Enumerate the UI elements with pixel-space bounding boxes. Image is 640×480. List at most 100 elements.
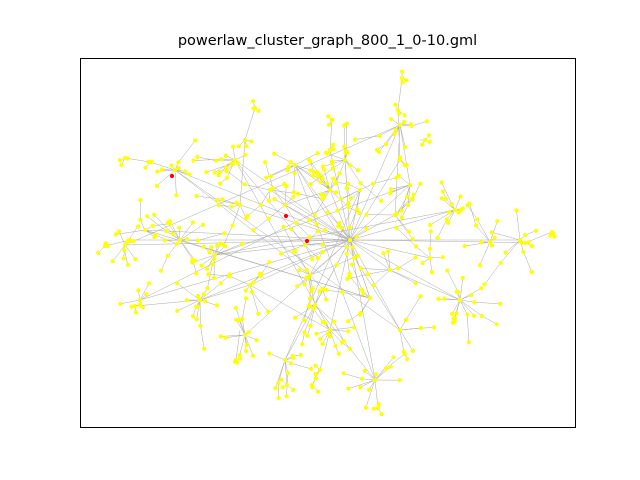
graph-node xyxy=(479,240,484,245)
graph-node xyxy=(320,164,326,169)
edge xyxy=(304,244,319,259)
graph-node xyxy=(304,238,310,244)
graph-node xyxy=(197,297,203,303)
graph-node xyxy=(495,219,500,224)
edge xyxy=(225,334,246,339)
graph-node xyxy=(105,244,110,249)
edge xyxy=(329,119,333,151)
graph-node xyxy=(143,165,148,170)
graph-node xyxy=(357,187,363,193)
edge xyxy=(294,164,314,177)
edge xyxy=(179,239,193,260)
graph-node xyxy=(282,357,288,363)
graph-node xyxy=(492,235,497,240)
graph-node xyxy=(314,222,319,227)
graph-node xyxy=(235,161,240,166)
graph-node xyxy=(320,249,325,255)
edge xyxy=(272,187,286,206)
graph-node xyxy=(420,260,425,266)
graph-node xyxy=(246,330,251,335)
graph-node xyxy=(284,394,289,399)
graph-node xyxy=(207,250,212,255)
graph-node xyxy=(273,386,278,391)
edge xyxy=(323,169,331,191)
edge xyxy=(451,299,461,315)
edge xyxy=(373,269,391,286)
graph-node xyxy=(342,157,348,163)
graph-node xyxy=(232,157,238,163)
graph-node xyxy=(212,170,217,175)
edge xyxy=(199,284,251,301)
edge xyxy=(342,292,371,299)
graph-node xyxy=(177,225,182,230)
graph-node xyxy=(170,231,175,236)
graph-node xyxy=(347,237,353,243)
graph-node xyxy=(389,187,394,192)
graph-node xyxy=(391,355,396,360)
graph-node xyxy=(460,275,465,281)
edge xyxy=(284,359,288,374)
graph-node xyxy=(243,296,249,301)
edge xyxy=(232,146,236,161)
graph-node xyxy=(224,175,230,180)
graph-node xyxy=(358,311,363,316)
edge xyxy=(251,291,269,312)
graph-node xyxy=(318,180,323,185)
graph-node xyxy=(355,253,360,258)
graph-node xyxy=(125,156,130,161)
graph-node xyxy=(436,296,441,302)
graph-node xyxy=(451,316,456,321)
graph-node xyxy=(227,272,232,277)
graph-node xyxy=(219,157,224,162)
graph-node xyxy=(291,387,296,393)
graph-node xyxy=(136,224,141,229)
edge xyxy=(112,244,126,262)
graph-node xyxy=(479,286,484,291)
edge xyxy=(412,183,421,200)
graph-node xyxy=(162,238,168,243)
graph-node xyxy=(136,288,141,293)
graph-node xyxy=(240,316,245,321)
edge xyxy=(326,289,343,293)
graph-node xyxy=(327,327,333,333)
edge xyxy=(249,284,331,331)
plot-frame xyxy=(80,58,576,428)
graph-node xyxy=(331,147,336,152)
graph-node xyxy=(371,406,376,411)
edge xyxy=(329,329,336,346)
edge xyxy=(156,169,176,187)
edge xyxy=(477,219,491,243)
graph-node xyxy=(251,280,256,285)
edge xyxy=(365,379,376,408)
graph-node xyxy=(402,119,407,125)
graph-node xyxy=(209,245,214,250)
edge xyxy=(467,314,470,343)
edge xyxy=(505,239,521,253)
graph-node xyxy=(137,302,142,307)
edge xyxy=(214,243,221,256)
edge xyxy=(329,329,349,332)
graph-node xyxy=(371,181,376,186)
graph-node xyxy=(406,229,412,234)
graph-node xyxy=(354,234,359,239)
graph-node xyxy=(452,207,458,213)
graph-node xyxy=(357,210,362,215)
edge xyxy=(459,299,475,303)
graph-node xyxy=(427,246,432,251)
graph-node xyxy=(320,196,325,201)
graph-node xyxy=(345,276,350,282)
edge xyxy=(349,209,358,228)
graph-node xyxy=(337,171,342,176)
graph-node xyxy=(190,220,195,225)
graph-node xyxy=(237,202,243,208)
graph-node xyxy=(146,159,151,164)
graph-node xyxy=(294,220,299,225)
graph-node xyxy=(320,286,325,292)
edge xyxy=(223,225,233,245)
graph-node xyxy=(363,405,368,410)
edge xyxy=(374,368,387,381)
graph-node xyxy=(218,334,223,339)
graph-node xyxy=(250,353,256,358)
edge xyxy=(360,182,382,202)
graph-node xyxy=(397,122,403,128)
